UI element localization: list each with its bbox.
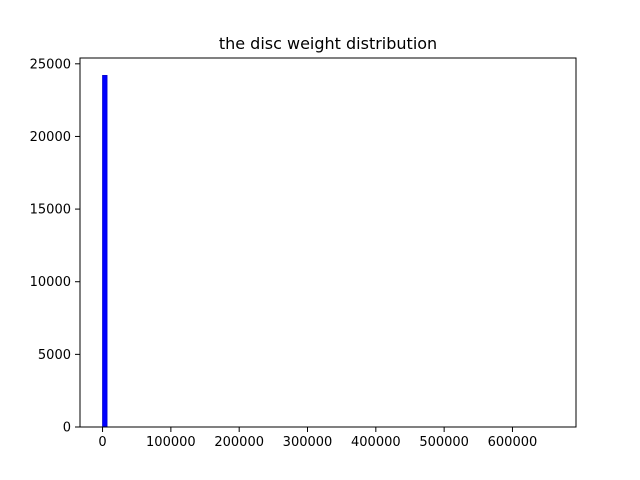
histogram-bar: [102, 75, 108, 428]
y-tick-label: 0: [63, 421, 71, 436]
bars: [102, 75, 108, 428]
plot-frame: [79, 57, 577, 428]
x-tick-label: 600000: [488, 435, 538, 450]
y-tick-label: 10000: [30, 275, 71, 290]
x-axis: 0 100000 200000 300000 400000 500000 600000: [98, 427, 537, 450]
y-tick-label: 15000: [30, 203, 71, 218]
y-axis: 0 5000 10000 15000 20000 25000: [30, 57, 80, 436]
x-tick-label: 300000: [283, 435, 333, 450]
y-tick-label: 25000: [30, 57, 71, 72]
x-tick-label: 100000: [146, 435, 196, 450]
y-tick-label: 5000: [38, 348, 71, 363]
x-tick-label: 500000: [419, 435, 469, 450]
x-tick-label: 400000: [351, 435, 401, 450]
x-tick-label: 200000: [214, 435, 264, 450]
x-tick-label: 0: [98, 435, 106, 450]
y-tick-label: 20000: [30, 130, 71, 145]
chart-title: the disc weight distribution: [219, 34, 437, 53]
